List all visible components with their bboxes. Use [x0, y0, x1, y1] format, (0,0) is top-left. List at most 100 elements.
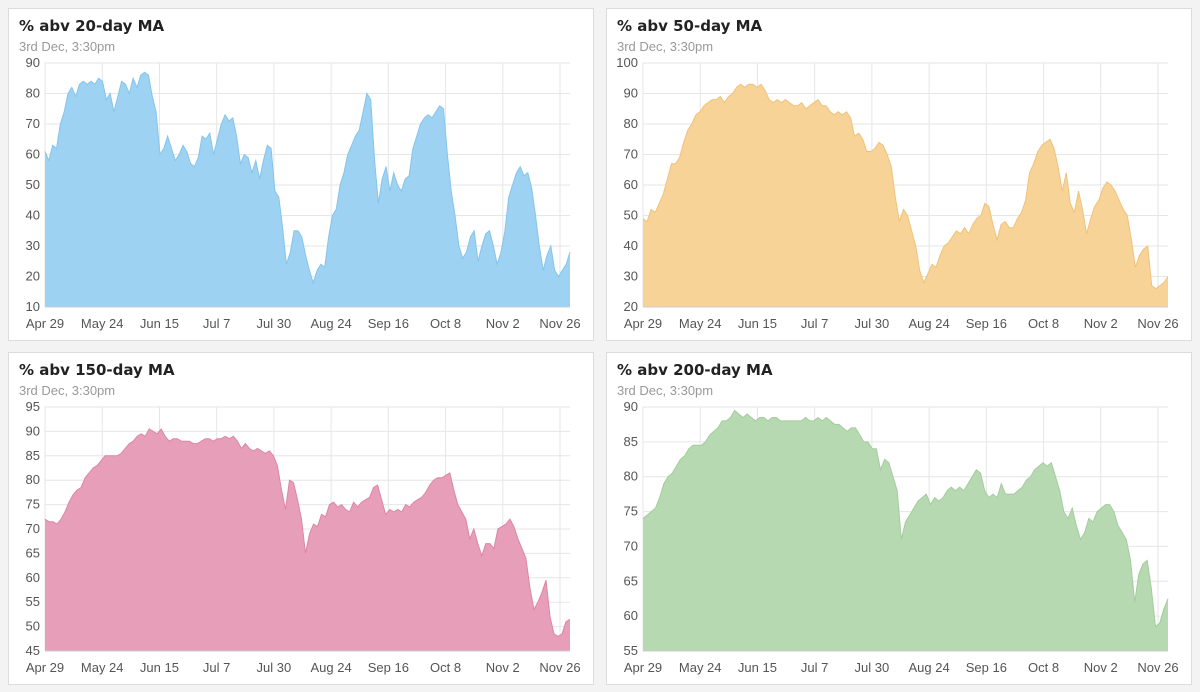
area-chart-20-day: 10 20 30 40 50 60 70 80 90 Apr 29 May 24 Jun 15 Jul … — [26, 55, 581, 331]
y-tick-label: 90 — [26, 423, 40, 438]
y-tick-label: 10 — [26, 299, 40, 314]
x-tick-label: Nov 26 — [1137, 316, 1178, 331]
x-tick-label: Jun 15 — [140, 316, 179, 331]
y-tick-label: 50 — [26, 177, 40, 192]
y-tick-label: 80 — [624, 469, 638, 484]
x-tick-label: Nov 2 — [1084, 316, 1118, 331]
x-tick-label: Apr 29 — [624, 660, 662, 675]
x-tick-label: Apr 29 — [26, 660, 64, 675]
x-tick-label: Oct 8 — [430, 660, 461, 675]
y-tick-label: 70 — [26, 521, 40, 536]
y-tick-label: 70 — [624, 538, 638, 553]
y-tick-label: 95 — [26, 399, 40, 414]
area-chart-200-day: 55 60 65 70 75 80 85 90 Apr 29 May 24 Jun 15 Jul 7 J… — [624, 399, 1179, 675]
x-tick-label: Jul 7 — [203, 660, 230, 675]
y-tick-label: 55 — [26, 594, 40, 609]
x-tick-label: Jul 30 — [855, 316, 890, 331]
x-tick-label: Nov 26 — [539, 316, 580, 331]
x-tick-label: Nov 2 — [486, 316, 520, 331]
y-tick-label: 85 — [624, 434, 638, 449]
x-tick-label: Jul 7 — [203, 316, 230, 331]
y-tick-label: 30 — [26, 238, 40, 253]
y-tick-label: 90 — [26, 55, 40, 70]
y-tick-label: 65 — [624, 573, 638, 588]
y-tick-label: 20 — [26, 269, 40, 284]
x-tick-label: Nov 26 — [539, 660, 580, 675]
chart-timestamp: 3rd Dec, 3:30pm — [19, 383, 116, 398]
x-tick-label: May 24 — [679, 316, 722, 331]
chart-timestamp: 3rd Dec, 3:30pm — [19, 39, 116, 54]
x-tick-label: Apr 29 — [26, 316, 64, 331]
area-line — [642, 83, 1169, 290]
y-tick-label: 55 — [624, 643, 638, 658]
x-tick-label: Nov 2 — [1084, 660, 1118, 675]
chart-panel-20-day: % abv 20-day MA 3rd Dec, 3:30pm 10 20 30 40… — [8, 8, 594, 341]
y-tick-label: 60 — [624, 608, 638, 623]
y-tick-label: 50 — [624, 208, 638, 223]
chart-title: % abv 50-day MA — [617, 17, 763, 35]
chart-panel-200-day: % abv 200-day MA 3rd Dec, 3:30pm 55 60 65 7… — [606, 352, 1192, 685]
x-tick-label: Sep 16 — [368, 660, 409, 675]
chart-panel-150-day: % abv 150-day MA 3rd Dec, 3:30pm 45 50 55 6… — [8, 352, 594, 685]
x-tick-label: Oct 8 — [1028, 660, 1059, 675]
y-tick-label: 20 — [624, 299, 638, 314]
chart-title: % abv 200-day MA — [617, 361, 773, 379]
y-tick-label: 65 — [26, 545, 40, 560]
x-tick-label: Oct 8 — [1028, 316, 1059, 331]
y-tick-label: 75 — [624, 504, 638, 519]
chart-panel-50-day: % abv 50-day MA 3rd Dec, 3:30pm 20 30 40 50… — [606, 8, 1192, 341]
y-tick-label: 30 — [624, 269, 638, 284]
x-tick-label: Jul 30 — [257, 660, 292, 675]
y-tick-label: 60 — [624, 177, 638, 192]
x-tick-label: Sep 16 — [368, 316, 409, 331]
y-tick-label: 80 — [26, 86, 40, 101]
y-tick-label: 40 — [26, 208, 40, 223]
y-tick-label: 100 — [616, 55, 638, 70]
y-tick-label: 85 — [26, 448, 40, 463]
chart-title: % abv 150-day MA — [19, 361, 175, 379]
chart-title: % abv 20-day MA — [19, 17, 165, 35]
area-fill — [45, 429, 570, 651]
area-fill — [45, 72, 570, 307]
x-tick-label: Jul 7 — [801, 660, 828, 675]
x-tick-label: May 24 — [81, 316, 124, 331]
y-tick-label: 60 — [26, 570, 40, 585]
area-fill — [643, 84, 1168, 307]
y-tick-label: 75 — [26, 497, 40, 512]
area-line — [642, 409, 1169, 628]
x-tick-label: Aug 24 — [311, 660, 352, 675]
x-tick-label: Jun 15 — [738, 316, 777, 331]
x-tick-label: Nov 26 — [1137, 660, 1178, 675]
x-tick-label: Nov 2 — [486, 660, 520, 675]
y-tick-label: 90 — [624, 399, 638, 414]
y-tick-label: 70 — [26, 116, 40, 131]
x-tick-label: Aug 24 — [311, 316, 352, 331]
y-tick-label: 40 — [624, 238, 638, 253]
x-tick-label: Jun 15 — [738, 660, 777, 675]
y-tick-label: 70 — [624, 147, 638, 162]
x-tick-label: May 24 — [81, 660, 124, 675]
y-tick-label: 90 — [624, 86, 638, 101]
y-tick-label: 60 — [26, 147, 40, 162]
x-tick-label: Jul 30 — [855, 660, 890, 675]
area-chart-150-day: 45 50 55 60 65 70 75 80 85 90 95 Apr 29 May 24 Jun 15… — [26, 399, 581, 675]
y-tick-label: 45 — [26, 643, 40, 658]
x-tick-label: Jul 30 — [257, 316, 292, 331]
x-tick-label: Aug 24 — [909, 660, 950, 675]
area-chart-50-day: 20 30 40 50 60 70 80 90 100 Apr 29 May 24 Jun 15 Jul… — [616, 55, 1178, 331]
y-tick-label: 80 — [26, 472, 40, 487]
area-line — [44, 428, 571, 637]
chart-timestamp: 3rd Dec, 3:30pm — [617, 383, 714, 398]
x-tick-label: May 24 — [679, 660, 722, 675]
area-fill — [643, 410, 1168, 651]
x-tick-label: Jul 7 — [801, 316, 828, 331]
chart-timestamp: 3rd Dec, 3:30pm — [617, 39, 714, 54]
x-tick-label: Apr 29 — [624, 316, 662, 331]
x-tick-label: Oct 8 — [430, 316, 461, 331]
y-tick-label: 50 — [26, 619, 40, 634]
x-tick-label: Aug 24 — [909, 316, 950, 331]
x-tick-label: Sep 16 — [966, 316, 1007, 331]
y-tick-label: 80 — [624, 116, 638, 131]
x-tick-label: Sep 16 — [966, 660, 1007, 675]
x-tick-label: Jun 15 — [140, 660, 179, 675]
